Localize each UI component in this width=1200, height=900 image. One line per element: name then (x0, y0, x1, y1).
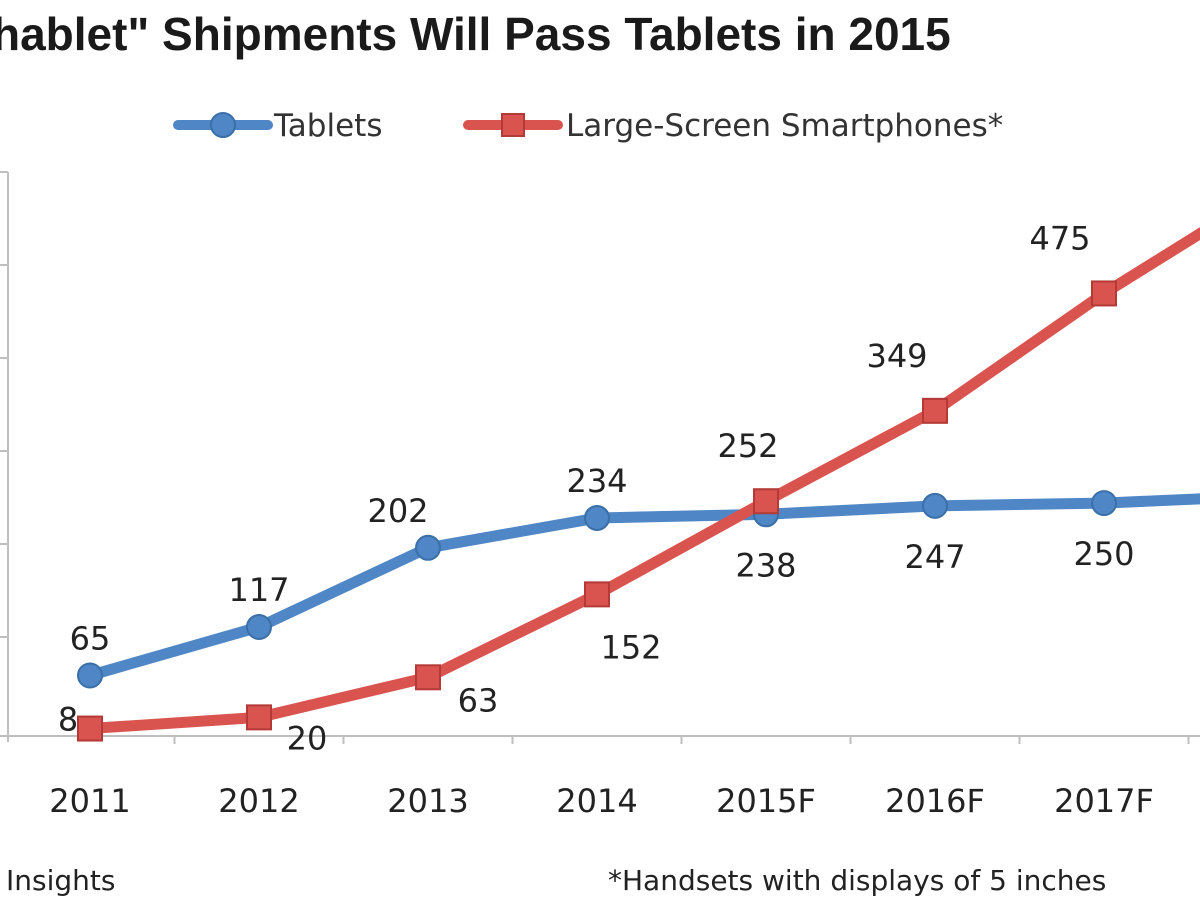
y-axis-ticks (0, 171, 8, 737)
data-point-phablets (1091, 280, 1117, 307)
legend-tablets-marker (210, 112, 236, 138)
chart-legend: Tablets Large-Screen Smartphones* (173, 108, 1003, 144)
x-tick-label-2013: 2013 (387, 782, 468, 820)
data-label-tablets: 250 (1073, 535, 1134, 573)
data-label-phablets: 252 (717, 427, 778, 465)
source-note: Insights (6, 864, 115, 897)
data-point-tablets (246, 613, 272, 640)
data-point-phablets (77, 715, 103, 742)
data-label-tablets: 65 (70, 619, 111, 657)
data-point-phablets (584, 581, 610, 608)
data-label-phablets: 349 (866, 337, 927, 375)
data-label-phablets: 20 (287, 719, 328, 757)
x-axis-ticks (173, 736, 1190, 744)
data-label-tablets: 202 (367, 492, 428, 530)
series-lines (84, 227, 1200, 735)
legend-phablets-marker (501, 113, 525, 137)
x-tick-label-2011: 2011 (49, 782, 130, 820)
x-tick-label-2015f: 2015F (716, 782, 816, 820)
data-label-phablets: 8 (58, 701, 78, 739)
x-tick-label-2012: 2012 (218, 782, 299, 820)
data-point-phablets (922, 397, 948, 424)
data-point-tablets (77, 662, 103, 689)
data-point-tablets (584, 504, 610, 531)
data-point-tablets (415, 534, 441, 561)
series-line-tablets (84, 493, 1200, 681)
legend-tablets-label: Tablets (273, 108, 382, 144)
data-label-tablets: 247 (904, 538, 965, 576)
series-line-phablets (84, 227, 1200, 735)
data-point-tablets (1091, 490, 1117, 517)
data-label-phablets: 475 (1029, 219, 1090, 257)
data-point-phablets (415, 664, 441, 691)
data-point-phablets (753, 488, 779, 515)
data-point-phablets (246, 704, 272, 731)
data-label-phablets: 152 (600, 628, 661, 666)
data-label-tablets: 238 (735, 546, 796, 584)
x-tick-label-2017f: 2017F (1054, 782, 1154, 820)
data-label-tablets: 234 (566, 462, 627, 500)
legend-phablets-label: Large-Screen Smartphones* (566, 108, 1003, 144)
series-markers (77, 280, 1117, 742)
data-labels: 651172022342382472508206315225234947558 (58, 219, 1135, 757)
x-tick-label-2016f: 2016F (885, 782, 985, 820)
x-tick-label-2014: 2014 (556, 782, 637, 820)
data-label-tablets: 117 (228, 571, 289, 609)
x-axis-tick-labels: 20112012201320142015F2016F2017F2018F (49, 782, 1154, 820)
data-point-tablets (922, 492, 948, 519)
data-label-phablets: 63 (458, 681, 499, 719)
footnote: *Handsets with displays of 5 inches (608, 864, 1106, 897)
chart-title: hablet" Shipments Will Pass Tablets in 2… (0, 8, 951, 60)
